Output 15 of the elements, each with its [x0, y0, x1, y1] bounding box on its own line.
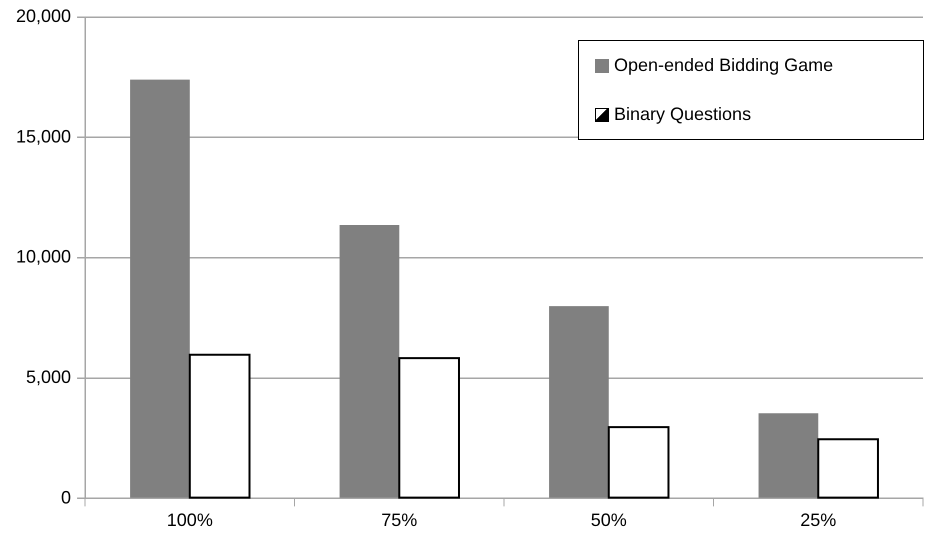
bar	[549, 306, 609, 498]
legend-label: Binary Questions	[614, 104, 752, 125]
y-tick-label: 20,000	[16, 6, 72, 26]
bar	[758, 413, 818, 498]
bar	[130, 80, 190, 498]
bar	[340, 224, 400, 498]
y-tick-label: 0	[61, 487, 72, 508]
x-tick-label: 100%	[166, 510, 213, 530]
x-tick-label: 75%	[381, 510, 418, 530]
x-tick-label: 25%	[800, 510, 836, 530]
y-tick-label: 5,000	[26, 367, 72, 388]
x-tick-label: 50%	[590, 510, 627, 530]
y-tick-label: 10,000	[16, 246, 72, 267]
y-tick-label: 15,000	[16, 126, 72, 146]
legend-label: Open-ended Bidding Game	[614, 55, 834, 76]
